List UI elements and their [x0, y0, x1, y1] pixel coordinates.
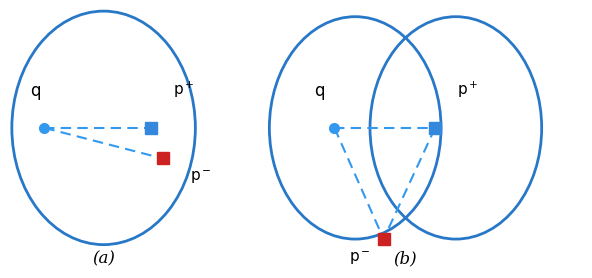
Text: (b): (b)	[394, 250, 417, 267]
Text: p$^-$: p$^-$	[349, 249, 371, 267]
Text: p$^+$: p$^+$	[173, 80, 194, 100]
Text: q: q	[314, 82, 325, 100]
Text: p$^-$: p$^-$	[191, 169, 212, 186]
Text: (a): (a)	[92, 250, 115, 267]
Text: p$^+$: p$^+$	[457, 80, 478, 100]
Text: q: q	[30, 82, 41, 100]
